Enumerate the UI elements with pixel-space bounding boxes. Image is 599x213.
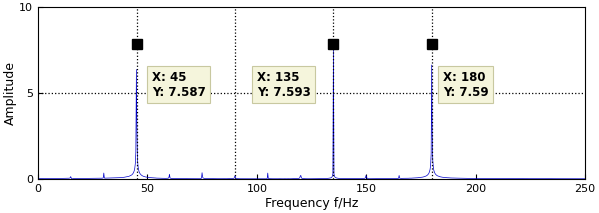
Y-axis label: Amplitude: Amplitude [4, 61, 16, 125]
Text: X: 135
Y: 7.593: X: 135 Y: 7.593 [257, 71, 311, 99]
X-axis label: Frequency f/Hz: Frequency f/Hz [265, 197, 358, 210]
Text: X: 45
Y: 7.587: X: 45 Y: 7.587 [152, 71, 205, 99]
Text: X: 180
Y: 7.59: X: 180 Y: 7.59 [443, 71, 488, 99]
